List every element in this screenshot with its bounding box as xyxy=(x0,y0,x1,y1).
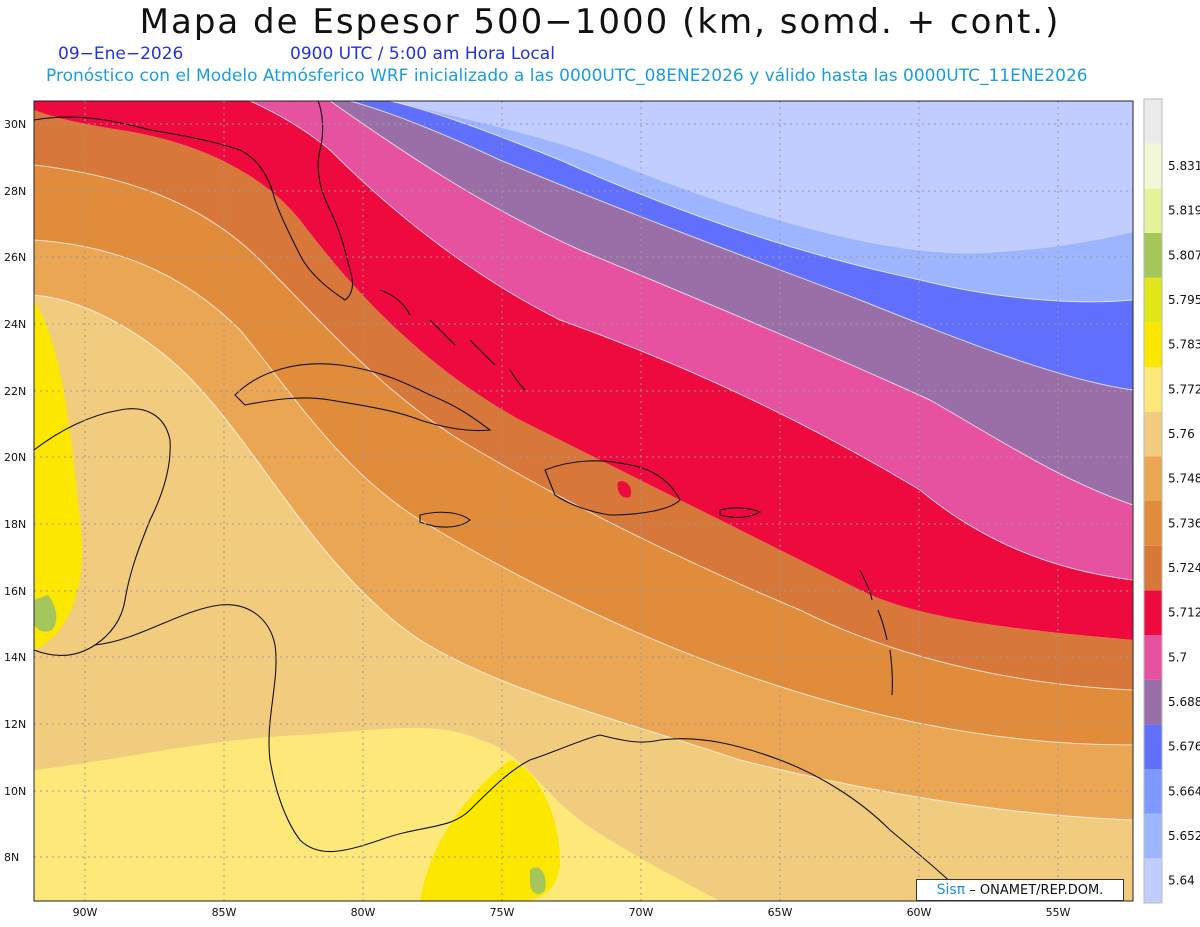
lat-label: 26N xyxy=(4,251,26,264)
colorbar-swatch xyxy=(1144,769,1162,814)
lat-label: 12N xyxy=(4,718,26,731)
credit-text: – ONAMET/REP.DOM. xyxy=(969,883,1104,898)
colorbar-swatch xyxy=(1144,813,1162,859)
band-red xyxy=(34,101,1133,640)
coast-bahamas xyxy=(379,289,526,391)
map-frame xyxy=(33,100,1134,902)
lon-label: 65W xyxy=(768,906,793,919)
colorbar-label: 5.819 xyxy=(1168,204,1200,218)
lon-label: 90W xyxy=(73,906,98,919)
colorbar-label: 5.807 xyxy=(1168,248,1200,262)
lat-label: 10N xyxy=(4,785,26,798)
lat-label: 16N xyxy=(4,585,26,598)
colorbar-swatch xyxy=(1144,277,1162,323)
lat-label: 30N xyxy=(4,118,26,131)
colorbar-swatch xyxy=(1144,635,1162,680)
lon-label: 75W xyxy=(490,906,515,919)
lon-axis: 90W 85W 80W 75W 70W 65W 60W 55W xyxy=(73,906,1071,919)
lon-label: 70W xyxy=(629,906,654,919)
colorbar-frame xyxy=(1143,98,1163,904)
colorbar-label: 5.7 xyxy=(1168,650,1187,664)
lat-label: 24N xyxy=(4,318,26,331)
colorbar-label: 5.772 xyxy=(1168,382,1200,396)
lat-label: 8N xyxy=(4,851,19,864)
coast-jamaica xyxy=(419,511,471,528)
band-light-orange xyxy=(34,240,1133,820)
contour-lines xyxy=(34,101,1133,821)
band-green-spot-2 xyxy=(530,867,546,895)
coastlines xyxy=(34,101,971,901)
model-info: Pronóstico con el Modelo Atmósferico WRF… xyxy=(46,66,1088,86)
coast-south-america xyxy=(469,734,971,901)
map-grid xyxy=(34,101,1133,901)
colorbar-label: 5.676 xyxy=(1168,740,1200,754)
band-red-spot xyxy=(331,180,350,250)
sispi-logo: Sisπ xyxy=(936,882,966,898)
coast-lesser-antilles xyxy=(859,569,893,696)
colorbar-label: 5.664 xyxy=(1168,784,1200,798)
colorbar-swatch xyxy=(1144,590,1162,635)
colorbar-label: 5.688 xyxy=(1168,695,1200,709)
lat-label: 18N xyxy=(4,518,26,531)
coast-hispaniola xyxy=(544,460,681,516)
band-blue xyxy=(350,101,1133,390)
colorbar-label: 5.712 xyxy=(1168,606,1200,620)
lat-axis: 30N 28N 26N 24N 22N 20N 18N 16N 14N 12N … xyxy=(4,118,26,864)
coast-florida xyxy=(34,101,354,301)
colorbar-label: 5.783 xyxy=(1168,338,1200,352)
band-red-hispaniola xyxy=(617,481,632,498)
colorbar-swatch xyxy=(1144,501,1162,546)
coast-puerto-rico xyxy=(719,507,762,518)
colorbar-swatch xyxy=(1144,322,1162,367)
colorbar-label: 5.795 xyxy=(1168,293,1200,307)
lat-label: 22N xyxy=(4,385,26,398)
lon-label: 55W xyxy=(1046,906,1071,919)
colorbar-label: 5.748 xyxy=(1168,472,1200,486)
lon-label: 60W xyxy=(907,906,932,919)
colorbar-label: 5.724 xyxy=(1168,561,1200,575)
map-title: Mapa de Espesor 500−1000 (km, somd. + co… xyxy=(139,2,1061,42)
contour-bands xyxy=(34,101,1133,901)
band-yellow-west xyxy=(34,300,82,650)
colorbar-label: 5.64 xyxy=(1168,874,1195,888)
colorbar-swatch xyxy=(1144,99,1162,144)
band-dark-orange xyxy=(34,110,1133,690)
coast-cuba xyxy=(234,363,492,432)
colorbar-label: 5.831 xyxy=(1168,159,1200,173)
colorbar-swatch xyxy=(1144,143,1162,189)
colorbar-swatch xyxy=(1144,411,1162,457)
colorbar-swatch xyxy=(1144,456,1162,501)
lon-label: 80W xyxy=(351,906,376,919)
colorbar-label: 5.736 xyxy=(1168,516,1200,530)
colorbar-swatch xyxy=(1144,724,1162,769)
colorbar-swatch xyxy=(1144,545,1162,591)
lat-label: 20N xyxy=(4,451,26,464)
band-magenta xyxy=(250,101,1133,580)
colorbar-swatch xyxy=(1144,858,1162,903)
forecast-time: 0900 UTC / 5:00 am Hora Local xyxy=(290,44,555,64)
coast-central-america xyxy=(94,604,471,853)
colorbar-swatch xyxy=(1144,188,1162,233)
band-purple xyxy=(330,101,1133,505)
band-palest-blue xyxy=(360,101,1133,250)
thickness-map: 30N 28N 26N 24N 22N 20N 18N 16N 14N 12N … xyxy=(4,98,1200,919)
colorbar-label: 5.652 xyxy=(1168,829,1200,843)
band-green-spot xyxy=(34,595,57,632)
colorbar-swatch xyxy=(1144,367,1162,412)
lat-label: 28N xyxy=(4,185,26,198)
credit-box: Sisπ – ONAMET/REP.DOM. xyxy=(916,879,1124,901)
forecast-date: 09−Ene−2026 xyxy=(58,44,184,64)
colorbar-swatch xyxy=(1144,679,1162,725)
colorbar-swatch xyxy=(1144,233,1162,278)
band-light-blue xyxy=(390,101,1133,302)
band-yellow-colombia xyxy=(420,760,560,901)
lon-label: 85W xyxy=(212,906,237,919)
colorbar: 5.64 5.652 5.664 5.676 5.688 5.7 5.712 5.724 5.7… xyxy=(1143,98,1200,904)
lat-label: 14N xyxy=(4,651,26,664)
colorbar-label: 5.76 xyxy=(1168,427,1195,441)
